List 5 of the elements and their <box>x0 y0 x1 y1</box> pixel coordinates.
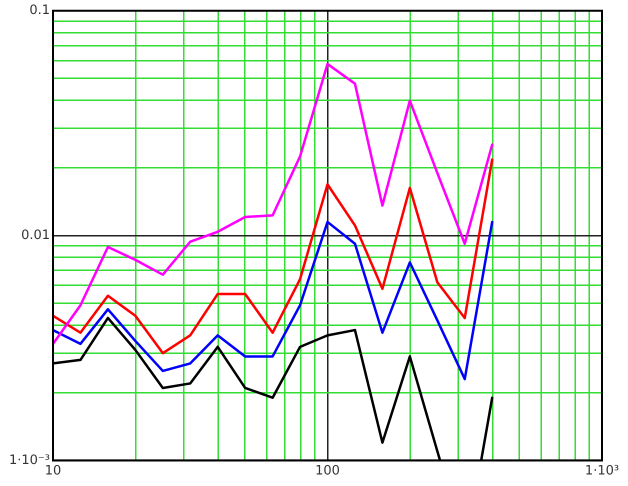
y-tick-label: 0.01 <box>21 228 50 243</box>
y-tick-label: 0.1 <box>29 3 50 18</box>
x-tick-label: 10 <box>44 464 62 479</box>
x-tick-label: 1·10³ <box>584 464 620 479</box>
x-tick-label: 100 <box>315 464 340 479</box>
